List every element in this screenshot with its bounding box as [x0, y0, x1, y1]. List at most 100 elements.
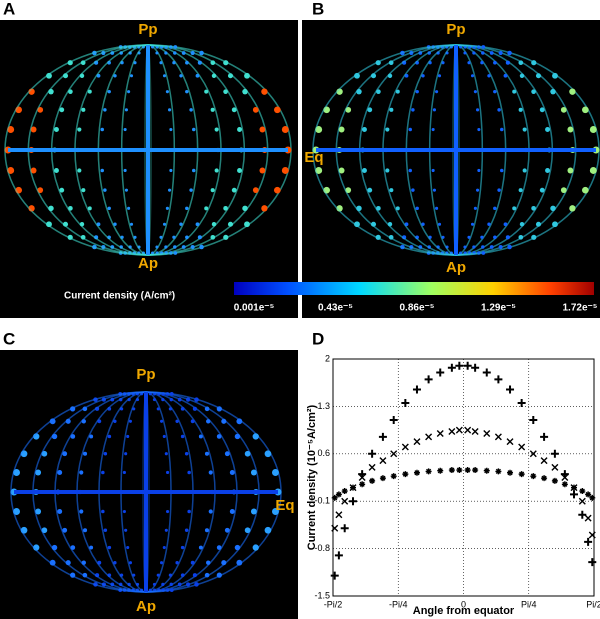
vector-glyph: [166, 470, 170, 475]
point: [584, 537, 593, 546]
vector-glyph: [96, 222, 101, 227]
colorbar-labels: 0.001e⁻⁵ 0.43e⁻⁵ 0.86e⁻⁵ 1.29e⁻⁵ 1.72e⁻⁵: [234, 303, 598, 314]
vector-glyph: [449, 251, 453, 255]
vector-glyph: [449, 45, 453, 49]
y-tick-label: -0.8: [314, 543, 330, 553]
vector-glyph: [103, 108, 107, 112]
vector-glyph: [522, 127, 527, 132]
point: [551, 477, 558, 484]
point: [541, 475, 548, 482]
vector-glyph: [345, 106, 352, 113]
vector-glyph: [127, 582, 131, 586]
point: [578, 497, 586, 505]
vector-glyph: [169, 582, 173, 587]
vector-glyph: [408, 168, 412, 173]
vector-glyph: [211, 73, 217, 78]
vector-glyph: [498, 50, 503, 56]
vector-glyph: [185, 206, 189, 211]
vector-glyph: [190, 50, 195, 56]
vector-glyph: [127, 588, 131, 592]
vector-glyph: [440, 45, 444, 49]
plot: -1.5 -0.8 -0.1 0.6 1.3 2 -Pi/2 -Pi/4 0 Pi/4 Pi/2 An…: [306, 353, 600, 617]
vector-glyph: [168, 45, 173, 49]
vector-glyph: [15, 186, 23, 194]
vector-glyph: [49, 418, 56, 425]
vector-glyph: [136, 398, 140, 402]
vector-glyph: [259, 167, 266, 174]
vector-glyph: [101, 470, 105, 475]
vector-glyph: [28, 88, 35, 95]
vector-glyph: [110, 582, 115, 587]
vector-glyph: [589, 167, 597, 174]
point: [331, 494, 338, 501]
vector-glyph: [512, 206, 517, 211]
vector-glyph: [445, 45, 449, 49]
vector-glyph: [389, 188, 394, 193]
vector-glyph: [118, 251, 123, 255]
vector-glyph: [113, 561, 117, 565]
vector-glyph: [128, 51, 132, 55]
vector-glyph: [338, 126, 345, 133]
vector-glyph: [272, 469, 279, 476]
vector-glyph: [137, 45, 141, 49]
vector-glyph: [180, 434, 185, 439]
vector-glyph: [133, 61, 137, 65]
point: [369, 477, 376, 484]
vector-glyph: [184, 528, 189, 533]
point: [390, 450, 398, 458]
vector-glyph: [237, 127, 243, 132]
point: [483, 467, 490, 474]
vector-glyph: [431, 45, 436, 49]
y-tick-label: 2: [325, 353, 330, 363]
vector-glyph: [156, 573, 160, 577]
vector-glyph: [82, 572, 88, 578]
vector-glyph: [476, 45, 481, 49]
vector-glyph: [101, 50, 106, 56]
vector-glyph: [169, 397, 173, 402]
vector-glyph: [127, 398, 131, 402]
vector-glyph: [402, 235, 407, 240]
vector-glyph: [589, 126, 597, 133]
vector-glyph: [244, 221, 250, 228]
vector-glyph: [33, 544, 40, 551]
vector-glyph: [129, 222, 134, 226]
vector-glyph: [519, 73, 525, 78]
vector-glyph: [489, 51, 494, 55]
point: [506, 438, 514, 446]
vector-glyph: [70, 572, 76, 578]
vector-glyph: [148, 392, 152, 396]
vector-glyph: [81, 107, 86, 112]
vector-glyph: [210, 107, 215, 112]
vector-glyph: [550, 88, 556, 95]
vector-glyph: [113, 74, 117, 78]
vector-glyph: [46, 221, 52, 228]
vector-glyph: [62, 527, 68, 533]
vector-glyph: [197, 235, 202, 240]
vector-glyph: [100, 127, 104, 132]
vector-glyph: [505, 235, 510, 240]
vector-glyph: [467, 61, 471, 65]
vector-glyph: [185, 89, 189, 94]
vector-glyph: [28, 205, 35, 212]
vector-glyph: [180, 407, 185, 411]
vector-glyph: [62, 221, 69, 227]
vector-glyph: [421, 74, 425, 78]
vector-glyph: [62, 451, 68, 457]
vector-glyph: [159, 61, 163, 65]
vector-glyph: [169, 168, 173, 173]
vector-glyph: [567, 126, 574, 133]
x-axis-title: Angle from equator: [413, 605, 515, 617]
vector-glyph: [57, 509, 63, 514]
vector-glyph: [179, 222, 183, 226]
point: [463, 361, 472, 370]
vector-glyph: [167, 188, 172, 192]
vector-glyph: [122, 470, 126, 475]
vector-glyph: [435, 90, 439, 94]
vector-glyph: [110, 51, 115, 55]
vector-glyph: [159, 235, 163, 239]
vector-glyph: [51, 433, 58, 440]
x-tick-label: Pi/2: [586, 599, 600, 609]
x-tick-label: 0: [461, 599, 466, 609]
vector-glyph: [164, 528, 168, 532]
